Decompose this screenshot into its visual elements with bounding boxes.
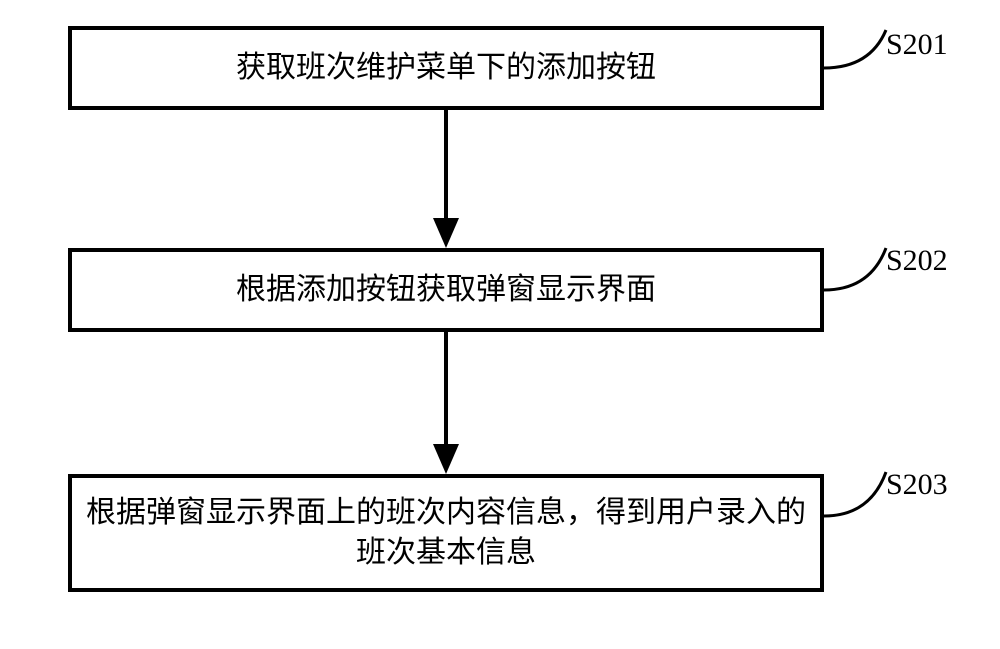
- flow-arrow-2: [433, 332, 459, 474]
- flow-step-text: 获取班次维护菜单下的添加按钮: [236, 48, 656, 89]
- flowchart-canvas: 获取班次维护菜单下的添加按钮 S201 根据添加按钮获取弹窗显示界面 S202 …: [0, 0, 1000, 649]
- flow-step-text: 根据添加按钮获取弹窗显示界面: [236, 270, 656, 311]
- flow-step-s203: 根据弹窗显示界面上的班次内容信息，得到用户录入的班次基本信息: [68, 474, 824, 592]
- flow-step-label-s201: S201: [886, 28, 948, 62]
- label-hook-s203: [824, 472, 886, 516]
- label-hook-s201: [824, 30, 886, 68]
- label-hook-s202: [824, 248, 886, 290]
- flow-arrow-1: [433, 110, 459, 248]
- flow-step-s201: 获取班次维护菜单下的添加按钮: [68, 26, 824, 110]
- flow-step-label-s203: S203: [886, 468, 948, 502]
- flow-step-s202: 根据添加按钮获取弹窗显示界面: [68, 248, 824, 332]
- flow-step-label-s202: S202: [886, 244, 948, 278]
- flow-step-text: 根据弹窗显示界面上的班次内容信息，得到用户录入的班次基本信息: [82, 493, 810, 574]
